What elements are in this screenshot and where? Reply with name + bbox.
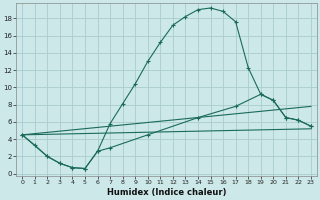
X-axis label: Humidex (Indice chaleur): Humidex (Indice chaleur) [107,188,226,197]
